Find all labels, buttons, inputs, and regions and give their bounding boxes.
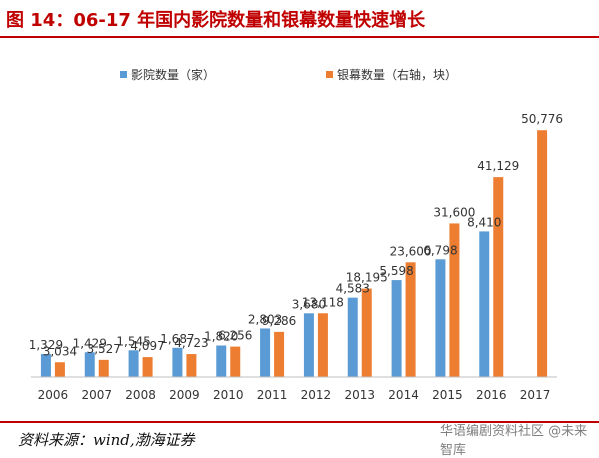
bar-cinemas-2008 [128, 350, 139, 377]
label-cinemas-2009: 1,687 [160, 332, 194, 346]
bar-screens-2007 [98, 359, 109, 377]
label-screens-2009: 4,723 [174, 336, 208, 350]
label-screens-2010: 6,256 [218, 329, 252, 343]
label-cinemas-2006: 1,329 [29, 338, 63, 352]
bar-cinemas-2012 [303, 313, 314, 377]
bars [40, 130, 548, 377]
bar-screens-2009 [186, 354, 197, 377]
label-screens-2011: 9,286 [262, 314, 296, 328]
label-screens-2013: 18,195 [346, 271, 388, 285]
bar-screens-2008 [142, 357, 153, 377]
legend-label-screens: 银幕数量（右轴，块） [337, 67, 457, 82]
bar-cinemas-2016 [479, 231, 490, 377]
label-screens-2012: 13,118 [302, 295, 344, 309]
label-screens-2006: 3,034 [43, 344, 77, 358]
legend-swatch-cinemas [120, 71, 127, 78]
bar-cinemas-2006 [40, 353, 51, 377]
x-tick-2013: 2013 [344, 388, 375, 402]
legend-label-cinemas: 影院数量（家） [131, 67, 215, 82]
label-cinemas-2010: 1,820 [204, 329, 238, 343]
label-cinemas-2016: 8,410 [467, 215, 501, 229]
label-screens-2014: 23,600 [390, 244, 432, 258]
bar-cinemas-2015 [435, 259, 446, 377]
label-cinemas-2011: 2,803 [248, 312, 282, 326]
label-cinemas-2015: 6,798 [423, 243, 457, 257]
bar-cinemas-2009 [172, 347, 183, 377]
bar-screens-2011 [274, 331, 285, 377]
bar-cinemas-2010 [216, 345, 227, 377]
x-tick-2009: 2009 [169, 388, 200, 402]
bottom-rule [0, 421, 599, 423]
label-cinemas-2013: 4,583 [336, 282, 370, 296]
figure-title: 图 14：06-17 年国内影院数量和银幕数量快速增长 [6, 10, 426, 31]
bar-cinemas-2011 [260, 328, 271, 377]
x-tick-2017: 2017 [520, 388, 551, 402]
bar-screens-2014 [405, 262, 416, 377]
data-labels: 1,3293,0341,4293,5271,5454,0971,6874,723… [29, 112, 563, 358]
source-note: 资料来源：wind,渤海证券 [18, 431, 195, 449]
bar-chart: 影院数量（家） 银幕数量（右轴，块） 2006 2007 2008 2009 2010 20… [29, 67, 563, 402]
watermark: 华语编剧资料社区 @未来智库 [440, 424, 588, 458]
x-tick-2008: 2008 [125, 388, 156, 402]
legend-swatch-screens [326, 71, 333, 78]
label-cinemas-2012: 3,680 [292, 297, 326, 311]
bar-screens-2016 [493, 177, 504, 377]
x-tick-2014: 2014 [388, 388, 419, 402]
bar-cinemas-2013 [347, 297, 358, 377]
label-screens-2015: 31,600 [433, 205, 475, 219]
x-tick-2007: 2007 [81, 388, 112, 402]
label-cinemas-2014: 5,598 [379, 264, 413, 278]
label-screens-2016: 41,129 [477, 159, 519, 173]
bar-screens-2010 [230, 346, 241, 377]
bar-cinemas-2007 [84, 352, 95, 377]
bar-screens-2017 [537, 130, 548, 377]
bar-screens-2012 [317, 313, 328, 377]
label-screens-2017: 50,776 [521, 112, 563, 126]
bar-screens-2006 [54, 362, 65, 377]
label-screens-2007: 3,527 [87, 342, 121, 356]
x-tick-2015: 2015 [432, 388, 463, 402]
bar-screens-2013 [361, 288, 372, 377]
bar-screens-2015 [449, 223, 460, 377]
legend: 影院数量（家） 银幕数量（右轴，块） [120, 67, 457, 82]
x-tick-2006: 2006 [38, 388, 69, 402]
label-screens-2008: 4,097 [130, 339, 164, 353]
x-tick-2011: 2011 [257, 388, 288, 402]
title-rule [0, 36, 599, 38]
x-tick-2016: 2016 [476, 388, 507, 402]
x-tick-2010: 2010 [213, 388, 244, 402]
label-cinemas-2008: 1,545 [116, 334, 150, 348]
x-axis: 2006 2007 2008 2009 2010 2011 2012 2013 2014 2015… [31, 376, 557, 402]
label-cinemas-2007: 1,429 [73, 336, 107, 350]
bar-cinemas-2014 [391, 280, 402, 377]
x-tick-2012: 2012 [301, 388, 332, 402]
